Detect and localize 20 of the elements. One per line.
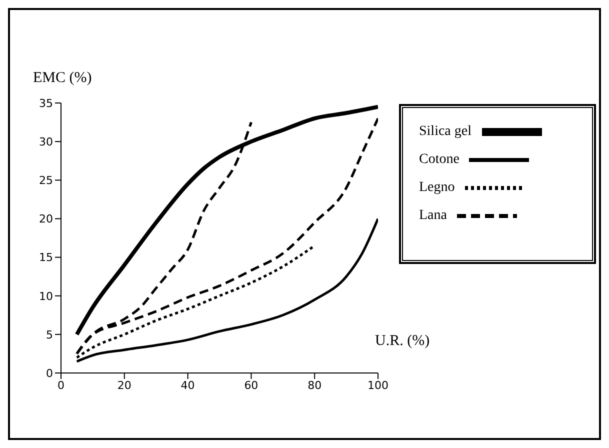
y-tick-label: 10 [39,290,53,303]
x-tick-label: 20 [117,378,132,392]
y-tick-label: 35 [39,96,53,110]
x-axis-title: U.R. (%) [375,333,430,350]
x-tick-label: 40 [180,378,195,392]
y-tick-label: 5 [46,328,53,342]
legend-label: Silica gel [419,124,472,140]
y-axis-title: EMC (%) [33,70,92,87]
y-tick-label: 25 [39,174,53,188]
x-tick-label: 60 [244,378,258,392]
y-tick-label: 0 [46,366,53,380]
x-tick-label: 80 [308,378,322,392]
x-tick-label: 0 [58,378,64,392]
legend-label: Lana [419,208,447,224]
legend-label: Cotone [419,152,460,168]
x-tick-label: 100 [368,378,388,392]
y-tick-label: 30 [39,135,53,148]
legend-label: Legno [419,180,455,196]
y-tick-label: 20 [39,212,53,226]
y-tick-label: 15 [39,251,53,264]
